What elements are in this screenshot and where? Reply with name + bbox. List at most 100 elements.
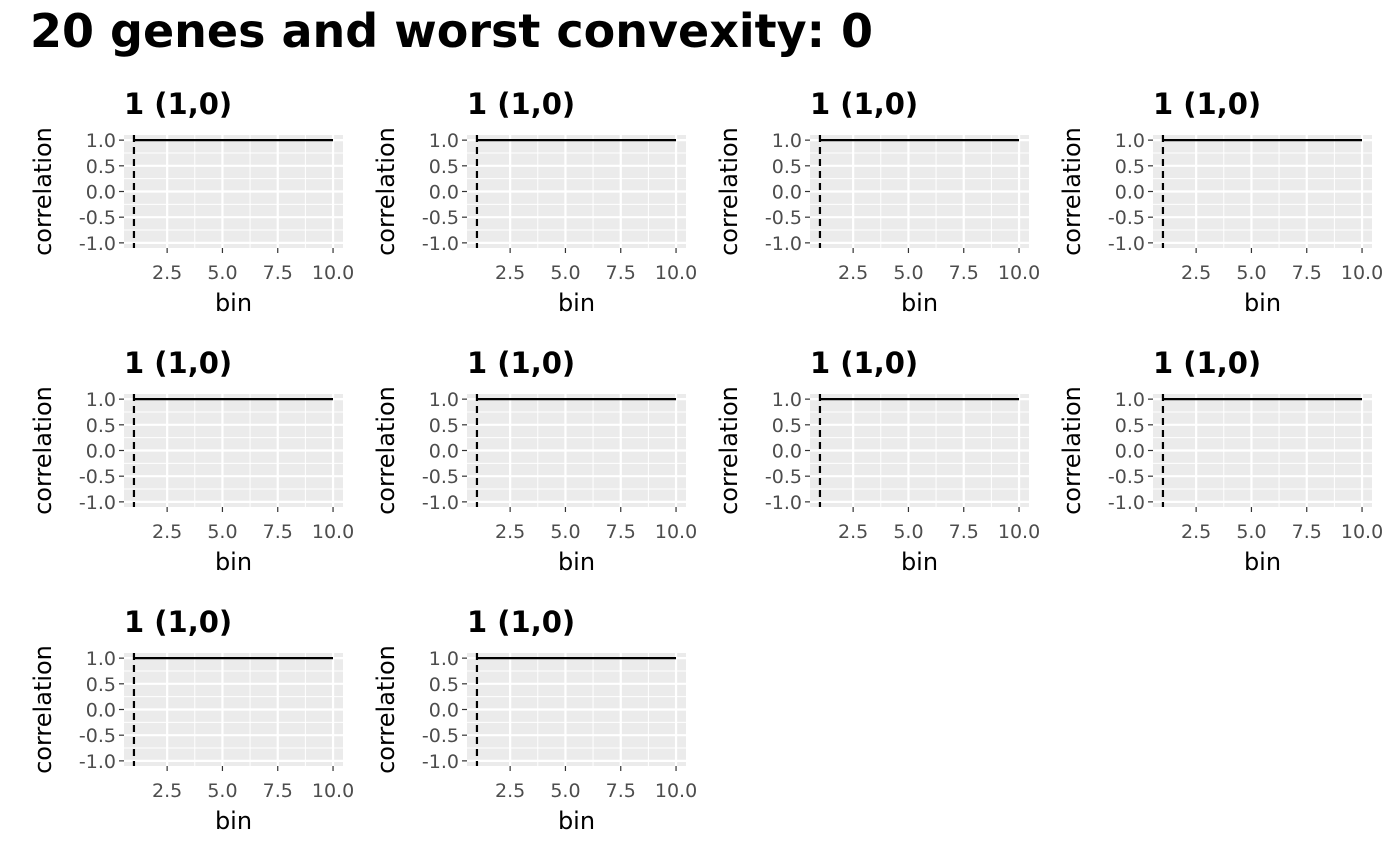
x-tick-label: 2.5	[495, 780, 525, 802]
y-tick-label: 1.0	[772, 130, 802, 152]
chart-panel: 1.0 0.5 0.0 -0.5 -1.0 2.5 5.0 7.5 10.0 bin correla…	[372, 346, 697, 576]
y-axis-title: correlation	[715, 386, 743, 515]
panel-title: 1 (1,0)	[467, 87, 575, 121]
chart-panel: 1.0 0.5 0.0 -0.5 -1.0 2.5 5.0 7.5 10.0 bin correla…	[29, 605, 354, 835]
y-tick-label: -0.5	[422, 725, 459, 747]
x-axis-title: bin	[215, 289, 252, 317]
y-tick-label: -1.0	[79, 233, 116, 255]
panel-title: 1 (1,0)	[1153, 87, 1261, 121]
x-tick-label: 10.0	[998, 262, 1040, 284]
x-tick-label: 10.0	[312, 780, 354, 802]
panel-title: 1 (1,0)	[810, 87, 918, 121]
y-tick-label: 0.0	[86, 441, 116, 463]
x-tick-label: 10.0	[998, 521, 1040, 543]
y-tick-label: 0.5	[1115, 156, 1145, 178]
y-tick-label: -1.0	[1108, 492, 1145, 514]
chart-panel: 1.0 0.5 0.0 -0.5 -1.0 2.5 5.0 7.5 10.0 bin correla…	[1058, 346, 1383, 576]
y-tick-label: -1.0	[79, 492, 116, 514]
panel-title: 1 (1,0)	[810, 346, 918, 380]
y-tick-label: 1.0	[429, 648, 459, 670]
x-tick-label: 5.0	[893, 521, 923, 543]
y-tick-label: -1.0	[1108, 233, 1145, 255]
x-tick-label: 10.0	[312, 521, 354, 543]
y-tick-label: 0.5	[1115, 415, 1145, 437]
x-tick-label: 5.0	[1236, 521, 1266, 543]
y-tick-label: -0.5	[765, 466, 802, 488]
x-tick-label: 7.5	[949, 521, 979, 543]
y-tick-label: 0.5	[429, 415, 459, 437]
x-tick-label: 7.5	[263, 262, 293, 284]
panel-title: 1 (1,0)	[124, 605, 232, 639]
y-axis-title: correlation	[29, 127, 57, 256]
y-tick-label: 1.0	[772, 389, 802, 411]
x-tick-label: 7.5	[263, 521, 293, 543]
x-axis-title: bin	[558, 807, 595, 835]
y-tick-label: -0.5	[765, 207, 802, 229]
y-tick-label: 0.0	[772, 441, 802, 463]
x-tick-label: 7.5	[606, 262, 636, 284]
panel-title: 1 (1,0)	[467, 605, 575, 639]
x-tick-label: 5.0	[550, 521, 580, 543]
y-tick-label: 0.0	[86, 700, 116, 722]
x-tick-label: 2.5	[495, 521, 525, 543]
x-tick-label: 7.5	[949, 262, 979, 284]
x-tick-label: 7.5	[263, 780, 293, 802]
y-tick-label: -0.5	[1108, 207, 1145, 229]
y-axis-title: correlation	[29, 386, 57, 515]
x-axis-title: bin	[215, 548, 252, 576]
chart-panel: 1.0 0.5 0.0 -0.5 -1.0 2.5 5.0 7.5 10.0 bin correla…	[1058, 87, 1383, 317]
x-tick-label: 2.5	[152, 780, 182, 802]
y-tick-label: -1.0	[765, 233, 802, 255]
x-tick-label: 5.0	[1236, 262, 1266, 284]
panel-title: 1 (1,0)	[124, 87, 232, 121]
y-tick-label: 0.5	[772, 415, 802, 437]
y-tick-label: 0.0	[1115, 182, 1145, 204]
y-tick-label: 0.0	[429, 182, 459, 204]
x-axis-title: bin	[558, 548, 595, 576]
y-tick-label: 0.0	[772, 182, 802, 204]
x-tick-label: 2.5	[152, 262, 182, 284]
y-tick-label: -1.0	[422, 751, 459, 773]
x-tick-label: 2.5	[1181, 262, 1211, 284]
x-tick-label: 2.5	[495, 262, 525, 284]
x-tick-label: 5.0	[893, 262, 923, 284]
x-tick-label: 7.5	[1292, 521, 1322, 543]
x-tick-label: 5.0	[550, 262, 580, 284]
y-tick-label: 1.0	[429, 389, 459, 411]
y-tick-label: 0.5	[86, 156, 116, 178]
y-axis-title: correlation	[29, 645, 57, 774]
y-tick-label: -0.5	[79, 466, 116, 488]
chart-panel: 1.0 0.5 0.0 -0.5 -1.0 2.5 5.0 7.5 10.0 bin correla…	[715, 87, 1040, 317]
y-axis-title: correlation	[372, 645, 400, 774]
x-tick-label: 10.0	[312, 262, 354, 284]
x-axis-title: bin	[901, 548, 938, 576]
x-axis-title: bin	[558, 289, 595, 317]
y-tick-label: 1.0	[86, 389, 116, 411]
y-tick-label: 0.0	[1115, 441, 1145, 463]
panel-title: 1 (1,0)	[467, 346, 575, 380]
y-tick-label: 0.5	[429, 156, 459, 178]
y-tick-label: -1.0	[79, 751, 116, 773]
y-tick-label: 0.5	[86, 415, 116, 437]
x-tick-label: 5.0	[207, 262, 237, 284]
y-tick-label: 0.0	[429, 441, 459, 463]
y-axis-title: correlation	[1058, 127, 1086, 256]
x-tick-label: 10.0	[655, 262, 697, 284]
y-tick-label: 1.0	[429, 130, 459, 152]
y-tick-label: -0.5	[422, 207, 459, 229]
y-tick-label: -0.5	[79, 725, 116, 747]
x-tick-label: 2.5	[838, 521, 868, 543]
x-tick-label: 7.5	[606, 521, 636, 543]
y-tick-label: -0.5	[422, 466, 459, 488]
x-tick-label: 2.5	[152, 521, 182, 543]
y-tick-label: -1.0	[422, 233, 459, 255]
panel-title: 1 (1,0)	[1153, 346, 1261, 380]
y-tick-label: 1.0	[86, 130, 116, 152]
y-tick-label: 0.5	[429, 674, 459, 696]
y-tick-label: 1.0	[1115, 389, 1145, 411]
y-tick-label: -0.5	[1108, 466, 1145, 488]
y-tick-label: 0.5	[86, 674, 116, 696]
x-tick-label: 5.0	[550, 780, 580, 802]
y-axis-title: correlation	[715, 127, 743, 256]
